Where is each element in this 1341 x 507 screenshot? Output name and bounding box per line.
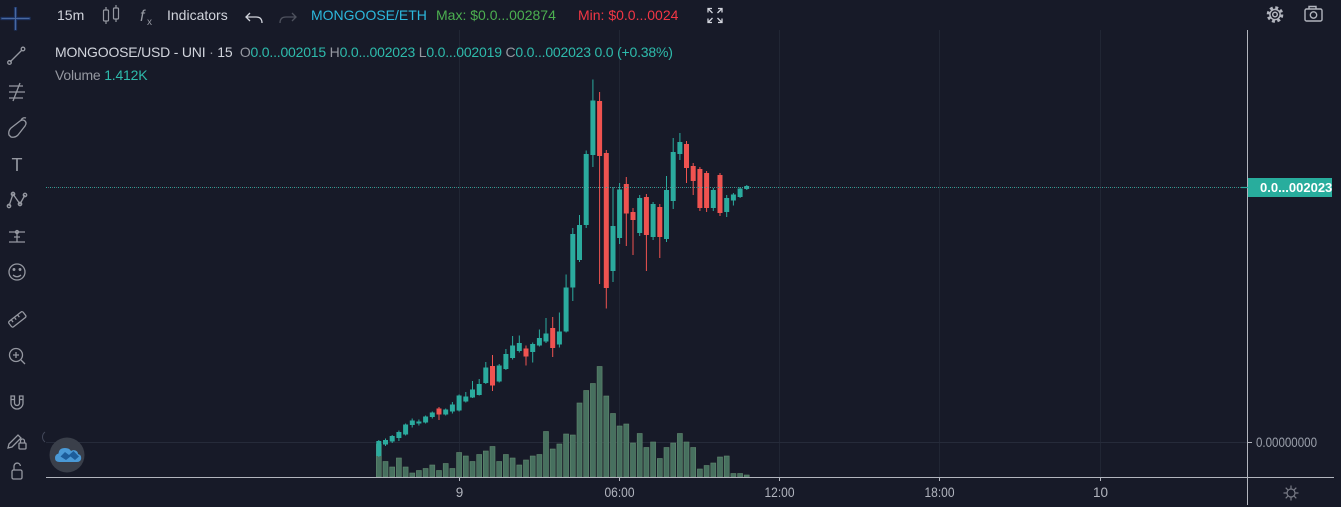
svg-text:Min: $0.0...0024: Min: $0.0...0024 xyxy=(578,7,679,23)
svg-text:9: 9 xyxy=(456,485,464,500)
svg-text:12:00: 12:00 xyxy=(765,485,795,500)
svg-text:x: x xyxy=(147,17,152,28)
svg-text:10: 10 xyxy=(1093,485,1108,500)
svg-text:18:00: 18:00 xyxy=(925,485,955,500)
svg-text:T: T xyxy=(12,155,23,175)
svg-text:15m: 15m xyxy=(57,7,84,23)
svg-text:0.00000000: 0.00000000 xyxy=(1256,435,1317,450)
svg-text:Volume 1.412K: Volume 1.412K xyxy=(55,67,148,83)
svg-text:Indicators: Indicators xyxy=(167,7,228,23)
svg-text:f: f xyxy=(140,8,146,25)
svg-text:MONGOOSE/ETH: MONGOOSE/ETH xyxy=(311,7,427,23)
svg-text:Max: $0.0...002874: Max: $0.0...002874 xyxy=(436,7,556,23)
svg-text:0.0...002023: 0.0...002023 xyxy=(1260,180,1332,195)
svg-text:06:00: 06:00 xyxy=(605,485,635,500)
svg-text:MONGOOSE/USD - UNI · 15 O0.0.: MONGOOSE/USD - UNI · 15 O0.0...002015 H0… xyxy=(55,44,673,60)
